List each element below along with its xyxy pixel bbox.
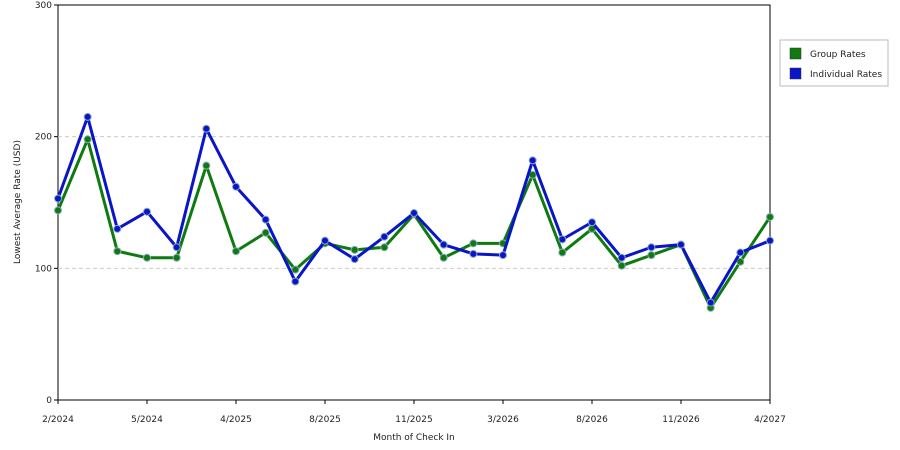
x-tick-label: 3/2026 — [487, 415, 519, 425]
data-point — [528, 156, 537, 165]
x-tick-label: 4/2025 — [220, 415, 252, 425]
x-tick-label: 8/2025 — [309, 415, 341, 425]
data-point — [766, 236, 774, 245]
data-point — [232, 182, 240, 191]
y-axis-label: Lowest Average Rate (USD) — [13, 140, 23, 264]
x-tick-label: 4/2027 — [754, 415, 786, 425]
y-tick-label: 0 — [46, 396, 52, 406]
data-point — [469, 249, 478, 258]
data-point — [588, 218, 596, 227]
data-point — [647, 251, 656, 260]
data-point — [261, 228, 270, 237]
data-point — [143, 253, 151, 262]
data-point — [677, 240, 685, 249]
series-line — [56, 137, 772, 310]
x-axis-label: Month of Check In — [373, 433, 455, 443]
data-point — [321, 236, 329, 245]
legend-label: Group Rates — [810, 50, 866, 60]
plot-area — [57, 4, 771, 401]
data-point — [499, 251, 507, 260]
data-point — [54, 194, 62, 203]
data-point — [558, 235, 567, 244]
data-point — [410, 209, 418, 218]
data-point — [766, 212, 774, 221]
y-tick-label: 300 — [35, 1, 52, 11]
x-tick-label: 5/2024 — [131, 415, 163, 425]
y-tick-label: 100 — [35, 264, 52, 274]
data-point — [143, 207, 151, 216]
data-point — [736, 248, 745, 257]
data-point — [350, 245, 359, 254]
data-point — [617, 253, 626, 262]
data-point — [291, 277, 300, 286]
data-point — [380, 243, 389, 252]
x-tick-label: 11/2025 — [395, 415, 432, 425]
legend-swatch — [789, 67, 802, 80]
data-point — [54, 206, 62, 215]
data-point — [350, 255, 359, 264]
data-point — [706, 298, 715, 307]
data-point — [291, 265, 300, 274]
data-point — [113, 224, 122, 233]
data-point — [736, 257, 745, 266]
y-tick-label: 200 — [35, 133, 52, 143]
data-point — [83, 135, 92, 144]
data-point — [172, 253, 181, 262]
x-tick-label: 2/2024 — [42, 415, 74, 425]
data-point — [380, 232, 389, 241]
x-tick-label: 11/2026 — [662, 415, 700, 425]
data-point — [202, 161, 211, 170]
data-point — [172, 243, 181, 252]
data-point — [261, 215, 270, 224]
data-point — [558, 248, 567, 257]
data-point — [439, 253, 448, 262]
legend-swatch — [789, 47, 802, 60]
data-point — [439, 240, 448, 249]
data-point — [617, 261, 626, 270]
data-point — [83, 112, 92, 121]
data-point — [469, 239, 478, 248]
data-point — [647, 243, 656, 252]
data-point — [113, 247, 122, 256]
x-tick-label: 8/2026 — [576, 415, 608, 425]
data-point — [232, 247, 240, 256]
legend-label: Individual Rates — [810, 70, 882, 80]
data-point — [202, 124, 211, 133]
